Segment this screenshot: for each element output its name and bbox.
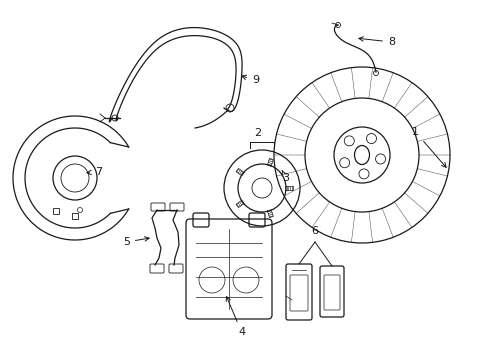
Text: 1: 1 xyxy=(411,127,445,167)
Text: 2: 2 xyxy=(254,128,261,138)
Bar xyxy=(72,213,78,219)
Text: 6: 6 xyxy=(311,226,318,236)
Text: 8: 8 xyxy=(358,37,394,47)
Text: 5: 5 xyxy=(123,237,149,247)
Bar xyxy=(53,208,59,214)
Text: 3: 3 xyxy=(282,170,288,183)
Text: 7: 7 xyxy=(87,167,102,177)
Text: 9: 9 xyxy=(241,75,259,85)
Text: 4: 4 xyxy=(226,297,244,337)
